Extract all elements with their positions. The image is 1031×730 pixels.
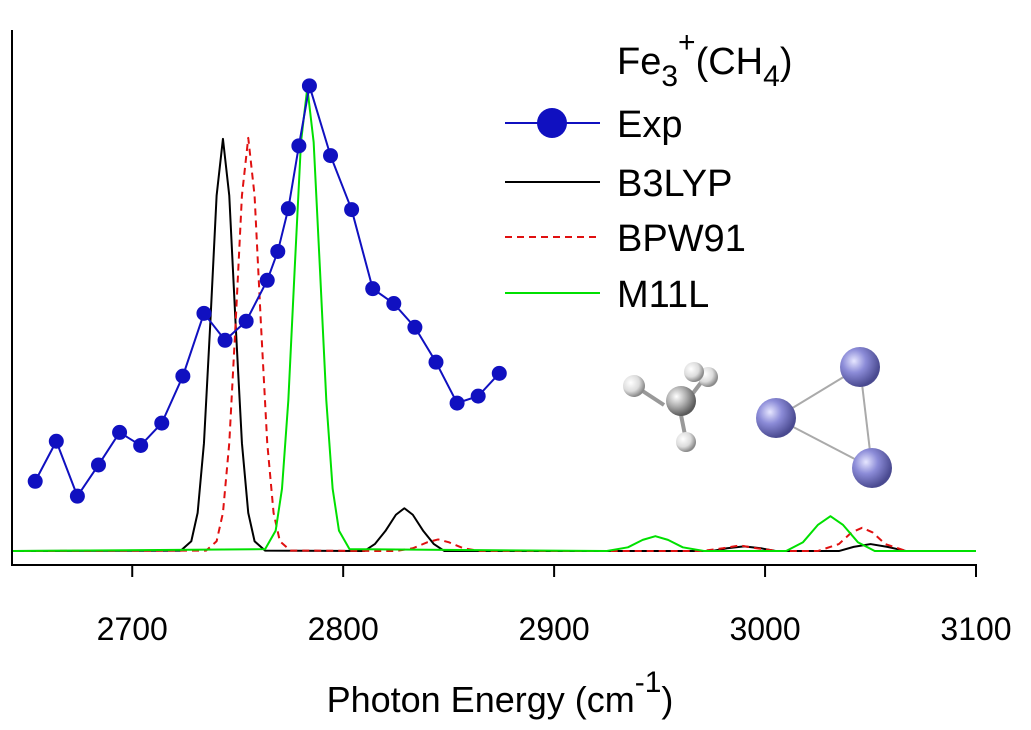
x-axis-label: Photon Energy (cm-1) [327, 666, 674, 720]
legend-label: M11L [617, 274, 709, 316]
legend-title-superscript: + [678, 26, 696, 59]
legend-title: Fe3+(CH4) [617, 26, 792, 93]
data-point [470, 388, 486, 404]
plot-area [11, 78, 976, 553]
data-point [344, 202, 360, 218]
data-point [270, 243, 286, 259]
legend-label: B3LYP [617, 163, 732, 205]
data-point [407, 319, 423, 335]
x-tick-label: 2800 [308, 611, 379, 647]
x-tick-label: 2900 [519, 611, 590, 647]
legend-title-subscript: 3 [661, 60, 678, 93]
legend-title-text: ) [780, 41, 793, 83]
legend-label: BPW91 [617, 218, 746, 260]
data-point [491, 365, 507, 381]
data-point [238, 313, 254, 329]
data-point [196, 305, 212, 321]
data-point [112, 424, 128, 440]
x-tick-label: 3000 [729, 611, 800, 647]
data-point [133, 437, 149, 453]
x-label-superscript: -1 [635, 666, 662, 699]
data-point [90, 457, 106, 473]
legend-label: Exp [617, 104, 682, 146]
data-point [323, 148, 339, 164]
legend-title-text: (CH [696, 41, 764, 83]
data-point [48, 433, 64, 449]
molecule-illustration [623, 347, 892, 488]
data-point [386, 296, 402, 312]
series-line [11, 137, 976, 553]
x-tick-label: 3100 [940, 611, 1011, 647]
data-point [27, 473, 43, 489]
legend-title-subscript: 4 [763, 60, 780, 93]
data-point [291, 138, 307, 154]
x-tick-label: 2700 [97, 611, 168, 647]
data-point [259, 272, 275, 288]
data-point [365, 281, 381, 297]
x-label-text: ) [661, 679, 673, 720]
data-point [154, 415, 170, 431]
series-line [11, 86, 976, 553]
data-point [449, 395, 465, 411]
legend-title-text: Fe [617, 41, 661, 83]
data-point [217, 332, 233, 348]
data-point [69, 488, 85, 504]
legend-marker [537, 108, 567, 138]
data-point [280, 201, 296, 217]
x-label-text: Photon Energy (cm [327, 679, 635, 720]
series-line [11, 136, 976, 553]
series-line [34, 84, 501, 498]
data-point [175, 368, 191, 384]
data-point [428, 354, 444, 370]
data-point [301, 78, 317, 94]
